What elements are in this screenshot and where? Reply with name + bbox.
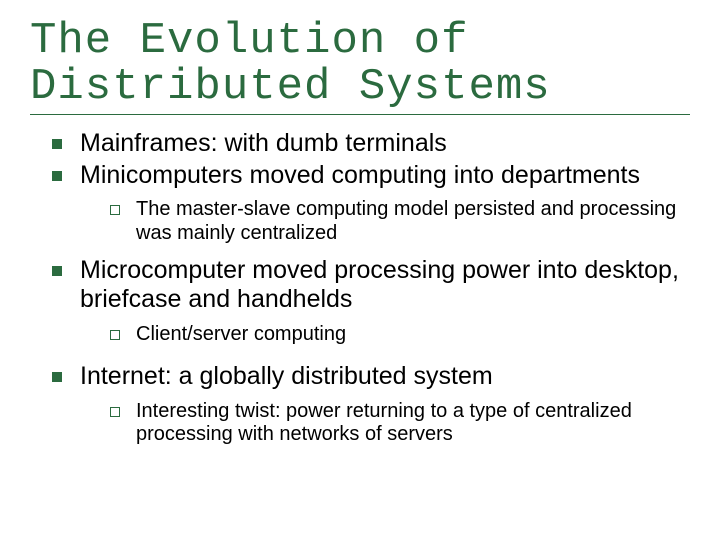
list-item-text: Internet: a globally distributed system <box>80 362 493 390</box>
slide-title: The Evolution of Distributed Systems <box>30 18 690 110</box>
list-item-text: Microcomputer moved processing power int… <box>80 256 679 314</box>
title-underline <box>30 114 690 115</box>
list-item-text: Mainframes: with dumb terminals <box>80 129 447 157</box>
list-item: Internet: a globally distributed system … <box>52 362 690 447</box>
list-item: Mainframes: with dumb terminals <box>52 129 690 159</box>
sub-bullet-list: Interesting twist: power returning to a … <box>80 400 690 447</box>
sub-list-item: Interesting twist: power returning to a … <box>110 400 690 447</box>
slide-container: The Evolution of Distributed Systems Mai… <box>0 0 720 540</box>
sub-list-item-text: Interesting twist: power returning to a … <box>136 400 632 446</box>
sub-bullet-list: The master-slave computing model persist… <box>80 198 690 245</box>
main-bullet-list: Mainframes: with dumb terminals Minicomp… <box>30 129 690 446</box>
list-item-text: Minicomputers moved computing into depar… <box>80 161 640 189</box>
list-item: Microcomputer moved processing power int… <box>52 256 690 347</box>
sub-bullet-list: Client/server computing <box>80 323 690 347</box>
sub-list-item-text: Client/server computing <box>136 323 346 345</box>
sub-list-item: Client/server computing <box>110 323 690 347</box>
sub-list-item: The master-slave computing model persist… <box>110 198 690 245</box>
sub-list-item-text: The master-slave computing model persist… <box>136 198 676 244</box>
list-item: Minicomputers moved computing into depar… <box>52 161 690 246</box>
